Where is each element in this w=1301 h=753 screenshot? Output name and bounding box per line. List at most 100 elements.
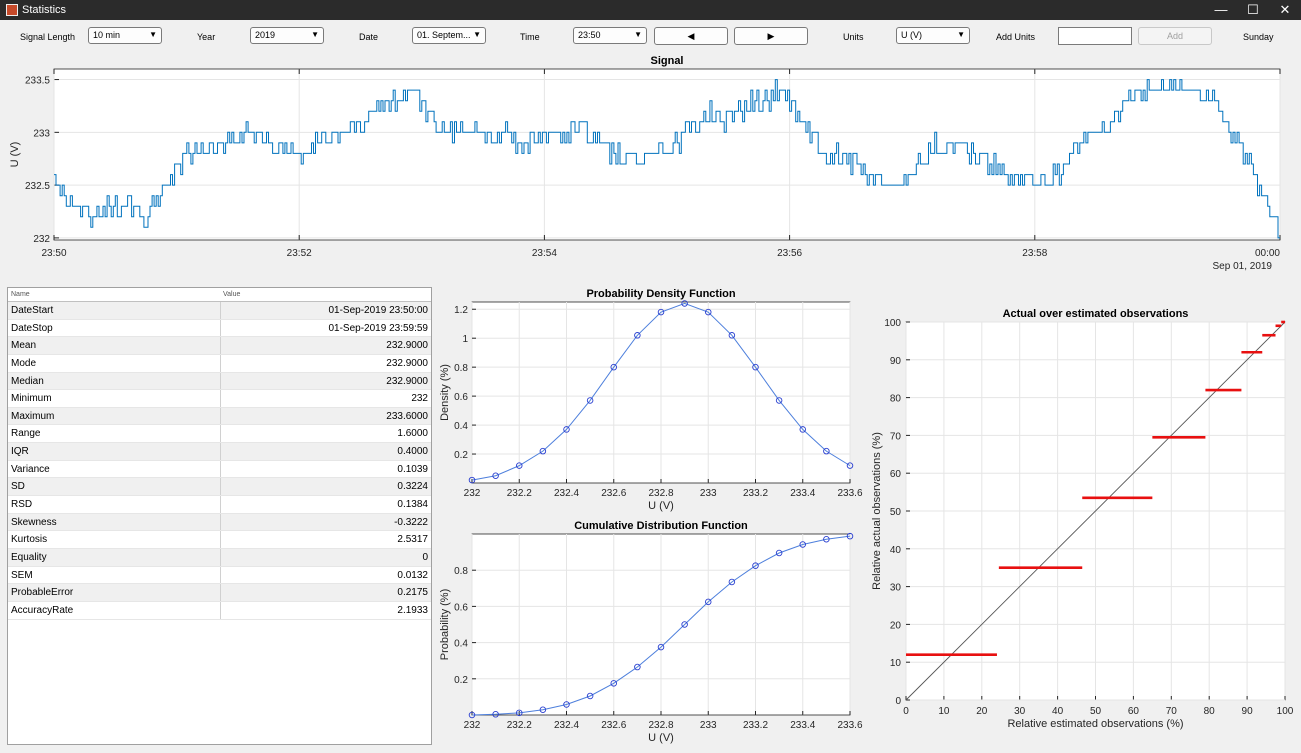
signal-chart[interactable]: Signal 232 232.5 233 233.5 23:50 23:52 23:54 23:… <box>0 50 1301 285</box>
table-row[interactable]: Kurtosis 2.5317 <box>8 531 431 549</box>
x-tick-label: 23:50 <box>41 248 66 259</box>
x-tick-label: 233.6 <box>837 720 862 731</box>
table-row[interactable]: Maximum 233.6000 <box>8 407 431 426</box>
column-divider <box>220 531 221 548</box>
data-point <box>846 532 854 540</box>
data-point <box>515 462 523 469</box>
data-point <box>634 332 641 339</box>
x-tick-label: 20 <box>976 706 988 717</box>
row-name: DateStop <box>11 322 53 334</box>
table-row[interactable]: SEM 0.0132 <box>8 566 431 585</box>
data-point <box>610 363 617 371</box>
time-label: Time <box>520 32 540 42</box>
data-point <box>752 363 759 371</box>
data-point <box>586 397 594 404</box>
y-tick-label: 70 <box>890 431 902 442</box>
data-point <box>468 711 476 719</box>
year-value: 2019 <box>255 30 276 40</box>
chevron-down-icon: ▼ <box>311 30 319 39</box>
table-row[interactable]: DateStop 01-Sep-2019 23:59:59 <box>8 319 431 338</box>
x-tick-label: 233.2 <box>743 488 768 499</box>
units-dropdown[interactable]: U (V) ▼ <box>896 27 970 44</box>
table-row[interactable]: Equality 0 <box>8 548 431 567</box>
y-tick-label: 0.6 <box>454 602 468 613</box>
row-value: 01-Sep-2019 23:59:59 <box>328 322 428 334</box>
data-point <box>610 680 617 687</box>
row-value: 232.9000 <box>386 357 428 369</box>
table-row[interactable]: IQR 0.4000 <box>8 443 431 461</box>
x-tick-label: 233 <box>700 488 717 499</box>
series-line <box>471 302 851 481</box>
table-row[interactable]: RSD 0.1384 <box>8 496 431 514</box>
add-units-input[interactable] <box>1058 27 1132 45</box>
data-point <box>799 426 807 433</box>
year-dropdown[interactable]: 2019 ▼ <box>250 27 324 44</box>
column-divider <box>220 390 221 407</box>
table-row[interactable]: ProbableError 0.2175 <box>8 584 431 602</box>
pdf-chart[interactable]: Probability Density Function 232 232.2 232.… <box>436 287 866 519</box>
row-value: 232 <box>411 393 428 405</box>
x-tick-label: 23:56 <box>777 248 802 259</box>
table-row[interactable]: Median 232.9000 <box>8 372 431 391</box>
cdf-chart[interactable]: Cumulative Distribution Function 232 232.2… <box>436 519 866 751</box>
data-point <box>681 621 688 628</box>
weekday-label: Sunday <box>1243 32 1274 42</box>
y-tick-label: 50 <box>890 507 902 518</box>
add-button[interactable]: Add <box>1138 27 1212 45</box>
data-point <box>492 472 499 480</box>
time-value: 23:50 <box>578 30 601 40</box>
data-point <box>705 308 712 316</box>
toolbar: Signal Length 10 min ▼ Year 2019 ▼ Date … <box>0 20 1301 52</box>
table-row[interactable]: SD 0.3224 <box>8 478 431 497</box>
table-row[interactable]: AccuracyRate 2.1933 <box>8 601 431 620</box>
table-header: Name Value <box>8 288 431 302</box>
previous-button[interactable]: ◀ <box>654 27 728 45</box>
x-tick-label: 232.2 <box>507 720 532 731</box>
minimize-button[interactable]: — <box>1214 2 1228 17</box>
y-tick-label: 20 <box>890 620 902 631</box>
units-value: U (V) <box>901 30 922 40</box>
year-label: Year <box>197 32 216 42</box>
row-value: 01-Sep-2019 23:50:00 <box>328 305 428 316</box>
chart-title: Probability Density Function <box>586 288 735 300</box>
chevron-down-icon: ▼ <box>957 30 965 39</box>
next-button[interactable]: ▶ <box>734 27 808 45</box>
y-tick-label: 232.5 <box>25 181 50 192</box>
table-row[interactable]: Mean 232.9000 <box>8 337 431 355</box>
signal-length-dropdown[interactable]: 10 min ▼ <box>88 27 162 44</box>
x-tick-label: 232.4 <box>554 720 579 731</box>
row-name: Equality <box>11 551 47 563</box>
x-sublabel: Sep 01, 2019 <box>1213 261 1273 272</box>
date-dropdown[interactable]: 01. Septem... ▼ <box>412 27 486 44</box>
data-point <box>681 300 688 307</box>
x-tick-label: 90 <box>1242 706 1254 717</box>
column-divider <box>220 566 221 584</box>
row-name: SEM <box>11 569 33 581</box>
column-header-value: Value <box>223 291 241 298</box>
actual-over-estimated-chart[interactable]: Actual over estimated observations 0 10 20 3… <box>866 303 1296 751</box>
y-tick-label: 100 <box>884 318 901 329</box>
table-row[interactable]: Skewness -0.3222 <box>8 513 431 532</box>
units-label: Units <box>843 32 864 42</box>
row-value: 233.6000 <box>386 410 428 422</box>
row-value: 0.1039 <box>397 463 428 475</box>
row-value: 0 <box>422 551 428 563</box>
data-point <box>823 535 830 543</box>
time-dropdown[interactable]: 23:50 ▼ <box>573 27 647 44</box>
table-row[interactable]: Mode 232.9000 <box>8 354 431 373</box>
row-value: 0.4000 <box>397 446 428 458</box>
row-name: Skewness <box>11 516 57 528</box>
table-row[interactable]: Minimum 232 <box>8 390 431 408</box>
table-row[interactable]: Range 1.6000 <box>8 425 431 444</box>
statistics-table[interactable]: Name Value DateStart 01-Sep-2019 23:50:00… <box>7 287 432 745</box>
signal-length-value: 10 min <box>93 30 121 40</box>
table-row[interactable]: Variance 0.1039 <box>8 460 431 479</box>
row-name: Mode <box>11 357 37 369</box>
table-row[interactable]: DateStart 01-Sep-2019 23:50:00 <box>8 302 431 320</box>
data-point <box>775 549 783 557</box>
column-divider <box>220 601 221 619</box>
close-button[interactable]: ✕ <box>1279 2 1291 17</box>
maximize-button[interactable]: ☐ <box>1247 2 1259 17</box>
y-tick-label: 0.8 <box>454 363 468 374</box>
x-tick-label: 232.2 <box>507 488 532 499</box>
